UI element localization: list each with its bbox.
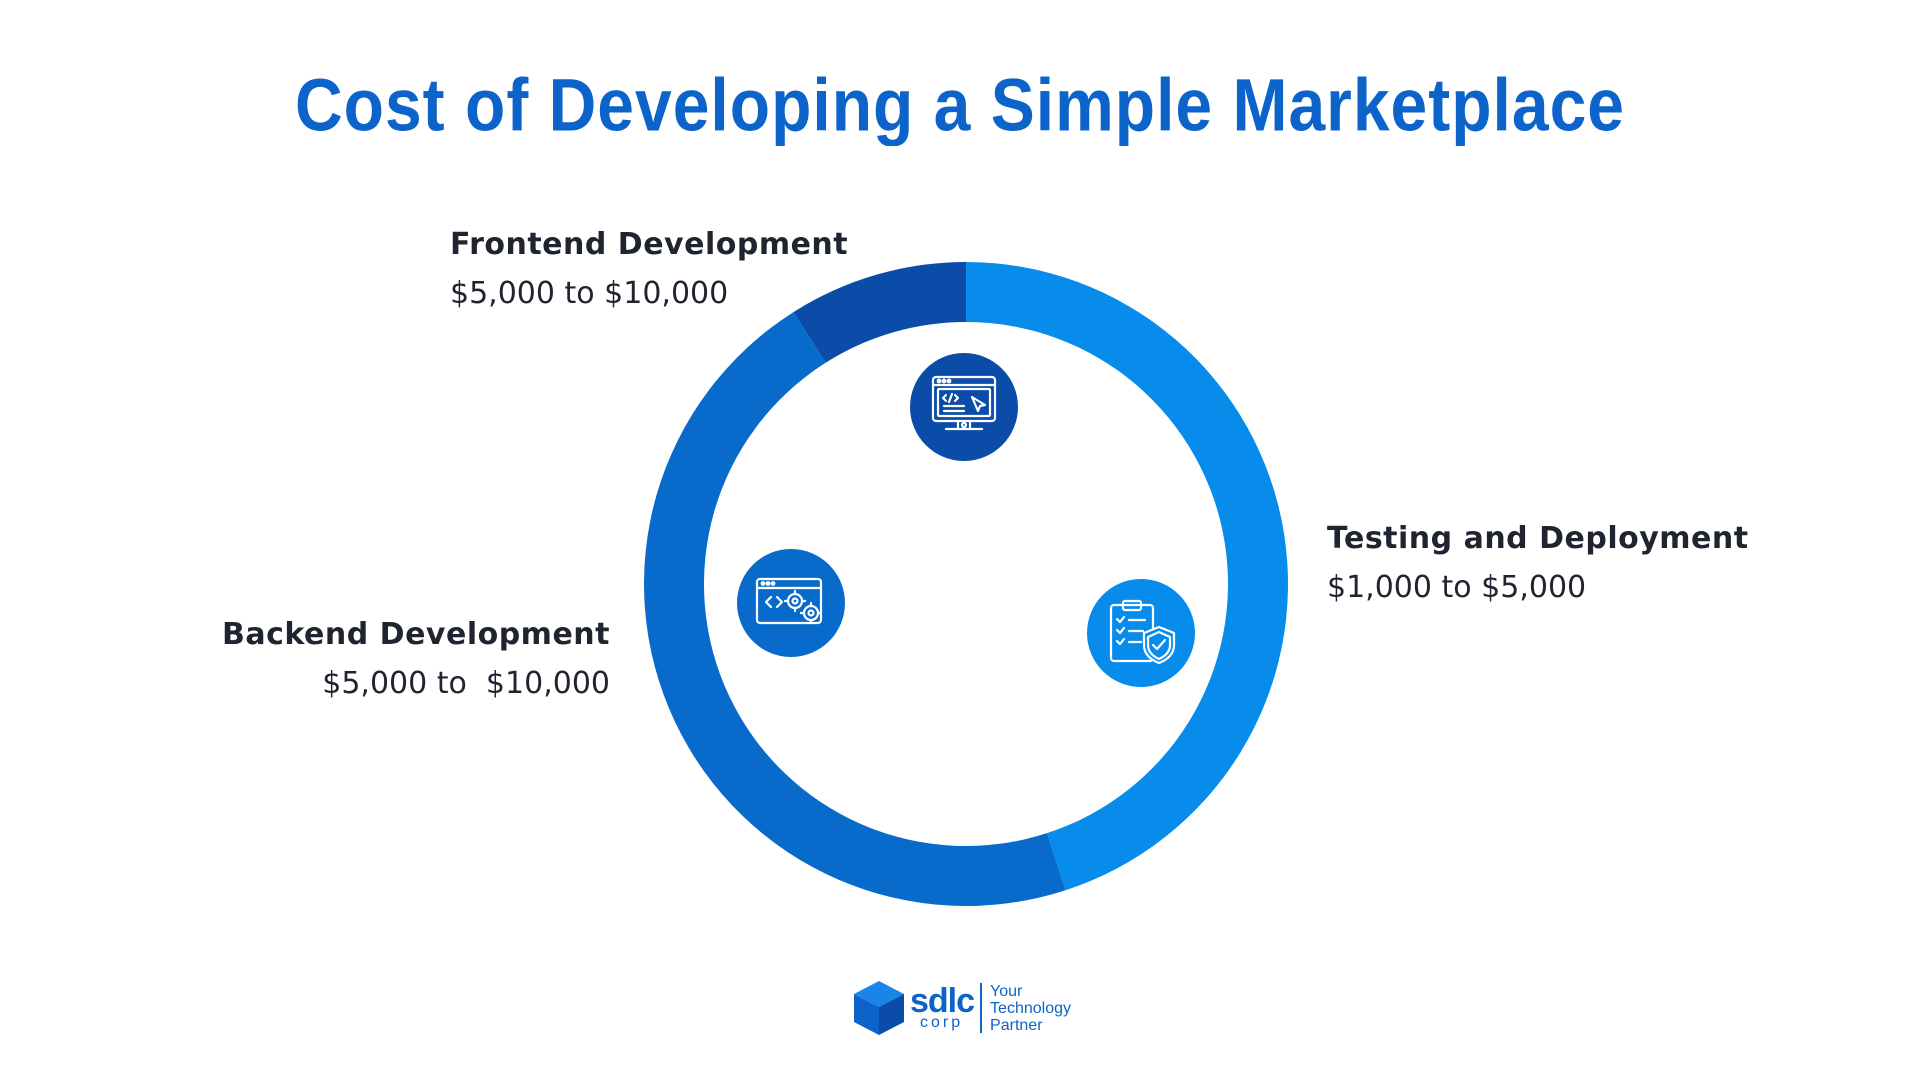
frontend-icon-badge: [910, 353, 1018, 461]
cube-logo-icon: [854, 981, 904, 1035]
tagline-line-3: Partner: [990, 1016, 1043, 1034]
testing-clipboard-shield-icon: [1109, 599, 1176, 665]
donut-segment-frontend-development: [793, 262, 966, 363]
donut-segment-testing-and-deployment: [966, 262, 1288, 891]
testing-icon-badge: [1087, 579, 1195, 687]
tagline-line-1: Your: [990, 982, 1023, 1000]
backend-range: $5,000 to $10,000: [322, 666, 610, 701]
testing-label: Testing and Deployment $1,000 to $5,000: [1327, 516, 1749, 614]
brand-sub: corp: [920, 1014, 964, 1031]
frontend-monitor-code-icon: [931, 375, 997, 431]
testing-range: $1,000 to $5,000: [1327, 570, 1587, 605]
brand-tagline: Your Technology Partner: [990, 983, 1071, 1034]
frontend-name: Frontend Development: [450, 227, 849, 262]
brand-logo: sdlc corp Your Technology Partner: [852, 978, 1071, 1038]
backend-code-gears-icon: [755, 577, 823, 625]
backend-name: Backend Development: [222, 617, 610, 652]
testing-name: Testing and Deployment: [1327, 521, 1749, 556]
brand-name: sdlc: [910, 982, 975, 1020]
backend-label: Backend Development $5,000 to $10,000: [222, 612, 610, 710]
backend-icon-badge: [737, 549, 845, 657]
tagline-line-2: Technology: [990, 999, 1071, 1017]
donut-segment-backend-development: [644, 312, 1066, 906]
frontend-label: Frontend Development $5,000 to $10,000: [450, 222, 848, 320]
brand-divider: [980, 983, 983, 1033]
frontend-range: $5,000 to $10,000: [450, 276, 729, 311]
chart-title: Cost of Developing a Simple Marketplace: [295, 63, 1625, 147]
